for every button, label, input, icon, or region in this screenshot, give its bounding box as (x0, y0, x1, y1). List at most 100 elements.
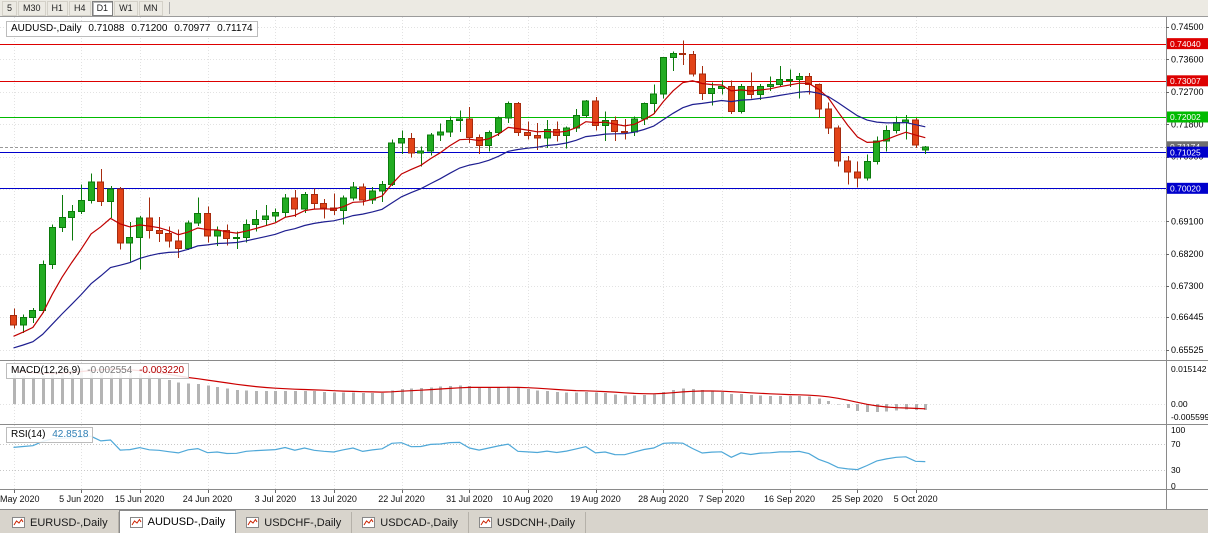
date-label: 27 May 2020 (0, 494, 40, 504)
candle-body (117, 188, 124, 244)
svg-text:0.69100: 0.69100 (1171, 216, 1204, 226)
candle-body (49, 227, 56, 266)
chart-tab-icon (129, 516, 143, 528)
svg-text:0.74040: 0.74040 (1170, 39, 1201, 49)
svg-text:0.71800: 0.71800 (1171, 119, 1204, 129)
candle-body (854, 171, 861, 179)
chart-tab-usdchf[interactable]: USDCHF-,Daily (236, 512, 353, 533)
svg-text:0.66445: 0.66445 (1171, 312, 1204, 322)
candle-body (156, 229, 163, 234)
candle-body (767, 84, 774, 87)
candle-body (320, 202, 327, 209)
date-label: 28 Aug 2020 (638, 494, 689, 504)
candlestick-series (10, 40, 929, 334)
macd-name: MACD(12,26,9) (11, 365, 81, 376)
candle-body (456, 118, 463, 122)
candle-body (126, 237, 133, 244)
candle-body (786, 78, 793, 81)
candle-body (291, 197, 298, 210)
rsi-line (13, 435, 926, 471)
date-label: 5 Jun 2020 (59, 494, 104, 504)
candle-body (39, 264, 46, 312)
candle-body (476, 137, 483, 146)
candle-body (185, 222, 192, 249)
svg-text:0.68200: 0.68200 (1171, 249, 1204, 259)
candle-body (379, 183, 386, 192)
candle-body (146, 217, 153, 231)
candle-body (272, 211, 279, 217)
chart-tab-icon (12, 517, 25, 528)
date-label: 7 Sep 2020 (698, 494, 745, 504)
price-badge (1167, 146, 1208, 158)
candle-body (893, 121, 900, 132)
candle-body (107, 188, 114, 203)
candle-body (29, 310, 36, 319)
timeframe-button-w1[interactable]: W1 (114, 0, 138, 16)
candle-body (621, 130, 628, 133)
chart-tab-usdcad[interactable]: USDCAD-,Daily (352, 512, 469, 533)
chart-tab-icon (362, 517, 376, 528)
candle-body (20, 317, 27, 326)
candle-body (922, 146, 929, 151)
date-label: 19 Aug 2020 (570, 494, 621, 504)
chart-tab-label: USDCAD-,Daily (380, 516, 458, 529)
candle-body (738, 85, 745, 113)
chart-tab-icon (246, 517, 260, 528)
timeframe-toolbar: 5 M30 H1 H4 D1 W1 MN (0, 0, 1208, 17)
candle-body (815, 84, 822, 110)
candle-body (301, 193, 308, 210)
candle-body (679, 52, 686, 55)
chart-tab-eurusd[interactable]: EURUSD-,Daily (2, 512, 119, 533)
candle-body (873, 140, 880, 163)
time-axis: 27 May 2020 5 Jun 2020 15 Jun 2020 24 Jun 2… (0, 490, 1166, 509)
candle-body (78, 200, 85, 212)
candle-body (136, 217, 143, 239)
candle-body (592, 100, 599, 127)
timeframe-button-h4[interactable]: H4 (69, 0, 91, 16)
symbol-timeframe-label: AUDUSD-,Daily (11, 23, 82, 34)
candle-body (417, 150, 424, 154)
timeframe-button-5[interactable]: 5 (2, 0, 18, 16)
chart-tab-usdcnh[interactable]: USDCNH-,Daily (469, 512, 587, 533)
horizontal-level-lines (0, 44, 1166, 189)
candle-body (660, 57, 667, 95)
candle-body (544, 129, 551, 139)
date-label: 31 Jul 2020 (446, 494, 493, 504)
grid (0, 17, 1166, 489)
candle-body (708, 87, 715, 94)
svg-text:0.015142: 0.015142 (1171, 364, 1207, 374)
svg-text:100: 100 (1171, 425, 1185, 435)
date-axis-ticks (14, 490, 917, 493)
svg-text:0.71025: 0.71025 (1170, 147, 1201, 157)
date-label: 16 Sep 2020 (763, 494, 816, 504)
rsi-indicator-label: RSI(14) 42.8518 (6, 427, 94, 443)
candle-body (844, 160, 851, 173)
candle-body (466, 118, 473, 139)
candle-body (834, 127, 841, 162)
date-label: 3 Jul 2020 (254, 494, 297, 504)
candle-body (505, 103, 512, 119)
candle-body (650, 93, 657, 105)
candle-body (670, 52, 677, 59)
price-badge (1167, 75, 1208, 87)
candle-body (262, 215, 269, 220)
toolbar-separator (168, 2, 170, 14)
candle-body (534, 134, 541, 139)
candle-body (252, 218, 259, 225)
candle-body (359, 186, 366, 201)
chart-tab-audusd[interactable]: AUDUSD-,Daily (118, 510, 237, 533)
price-badge (1167, 38, 1208, 50)
timeframe-button-d1[interactable]: D1 (91, 0, 114, 16)
timeframe-button-mn[interactable]: MN (138, 0, 163, 16)
candle-body (59, 216, 66, 229)
timeframe-button-h1[interactable]: H1 (46, 0, 69, 16)
candle-body (728, 85, 735, 113)
svg-text:70: 70 (1171, 439, 1181, 449)
candle-body (10, 315, 17, 326)
timeframe-button-m30[interactable]: M30 (18, 0, 46, 16)
candle-body (437, 131, 444, 136)
ma-slow-line (13, 90, 926, 349)
pane-separators (0, 16, 1208, 509)
